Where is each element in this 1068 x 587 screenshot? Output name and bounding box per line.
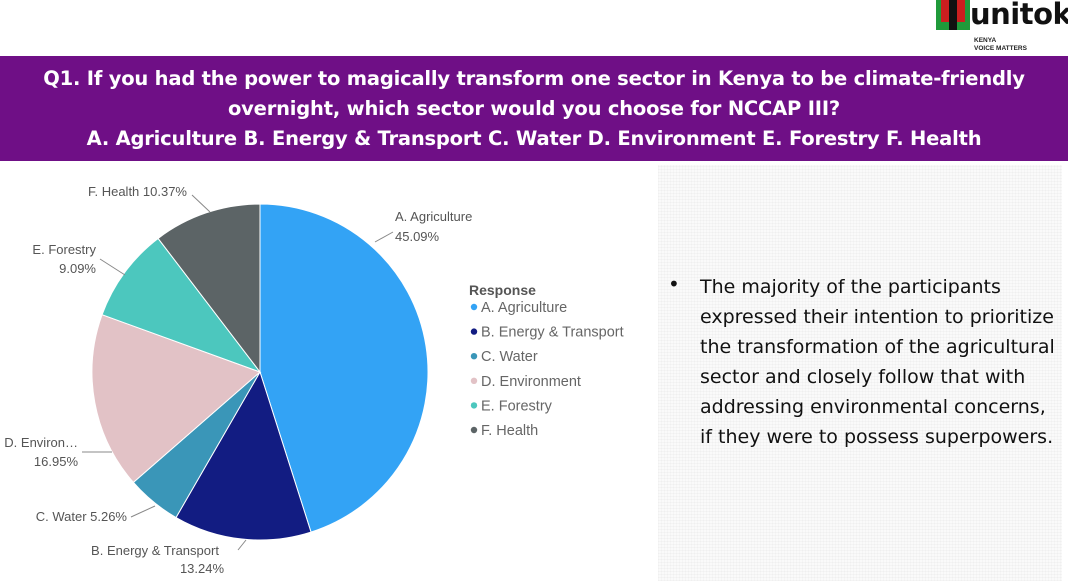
slice-label-3: C. Water 5.26% <box>36 509 128 524</box>
slice-value-1: 45.09% <box>395 229 440 244</box>
legend-item-3: C. Water <box>481 349 538 365</box>
pie-slice-6 <box>157 203 261 374</box>
unitok-logo-mark-icon <box>936 0 970 30</box>
legend-dot-6 <box>470 426 478 434</box>
legend-item-1: A. Agriculture <box>481 300 567 316</box>
slice-value-5: 9.09% <box>59 261 96 276</box>
legend-item-2: B. Energy & Transport <box>481 325 624 341</box>
slice-label-2: B. Energy & Transport <box>91 543 219 558</box>
legend-dot-5 <box>470 402 478 409</box>
slice-label-1: A. Agriculture <box>395 209 472 224</box>
slice-label-5: E. Forestry <box>32 242 96 257</box>
sector-pie-chart: A. Agriculture 45.09% B. Energy & Transpor… <box>4 184 624 576</box>
pie-slice-5 <box>101 237 262 374</box>
leader-line-3 <box>130 505 156 518</box>
question-line-3: A. Agriculture B. Energy & Transport C. … <box>86 127 982 150</box>
pie-slice-2 <box>175 370 312 541</box>
legend-dot-3 <box>470 353 478 360</box>
summary-bullet-text: The majority of the participants express… <box>700 276 1055 448</box>
legend-item-5: E. Forestry <box>481 398 553 414</box>
question-banner: Q1. If you had the power to magically tr… <box>0 56 1068 161</box>
legend-item-6: F. Health <box>481 423 538 439</box>
pie-slice-4 <box>91 314 261 484</box>
legend-title: Response <box>469 282 536 298</box>
question-line-1: Q1. If you had the power to magically tr… <box>43 67 1025 90</box>
logo-mark-black <box>949 0 957 30</box>
chart-legend: Response A. Agriculture B. Energy & Trans… <box>469 282 624 439</box>
question-line-2: overnight, which sector would you choose… <box>227 97 841 120</box>
legend-dot-4 <box>470 377 478 384</box>
slice-label-4: D. Environ… <box>4 435 78 450</box>
bullet-point-icon: • <box>668 272 680 296</box>
slice-value-4: 16.95% <box>34 454 79 469</box>
legend-dot-2 <box>470 328 478 335</box>
pie-leader-lines <box>82 194 394 551</box>
leader-line-2 <box>237 539 247 551</box>
leader-line-1 <box>374 231 394 243</box>
logo-tagline-line1: KENYA <box>974 37 997 44</box>
leader-line-6 <box>191 194 211 213</box>
pie-labels: A. Agriculture 45.09% B. Energy & Transpor… <box>4 184 472 576</box>
slice-value-2: 13.24% <box>180 561 225 576</box>
leader-line-5 <box>99 258 126 276</box>
summary-panel <box>658 165 1062 581</box>
pie-slice-1 <box>259 203 429 533</box>
legend-item-4: D. Environment <box>481 374 581 390</box>
logo-wordmark: unitok <box>970 0 1068 31</box>
logo-tagline: KENYA VOICE MATTERS <box>974 37 1027 53</box>
pie-slices <box>91 203 429 541</box>
legend-dot-1 <box>470 303 478 311</box>
logo-tagline-line2: VOICE MATTERS <box>974 45 1027 52</box>
slice-label-6: F. Health 10.37% <box>88 184 187 199</box>
unitok-logo: unitok KENYA VOICE MATTERS <box>934 0 1068 56</box>
